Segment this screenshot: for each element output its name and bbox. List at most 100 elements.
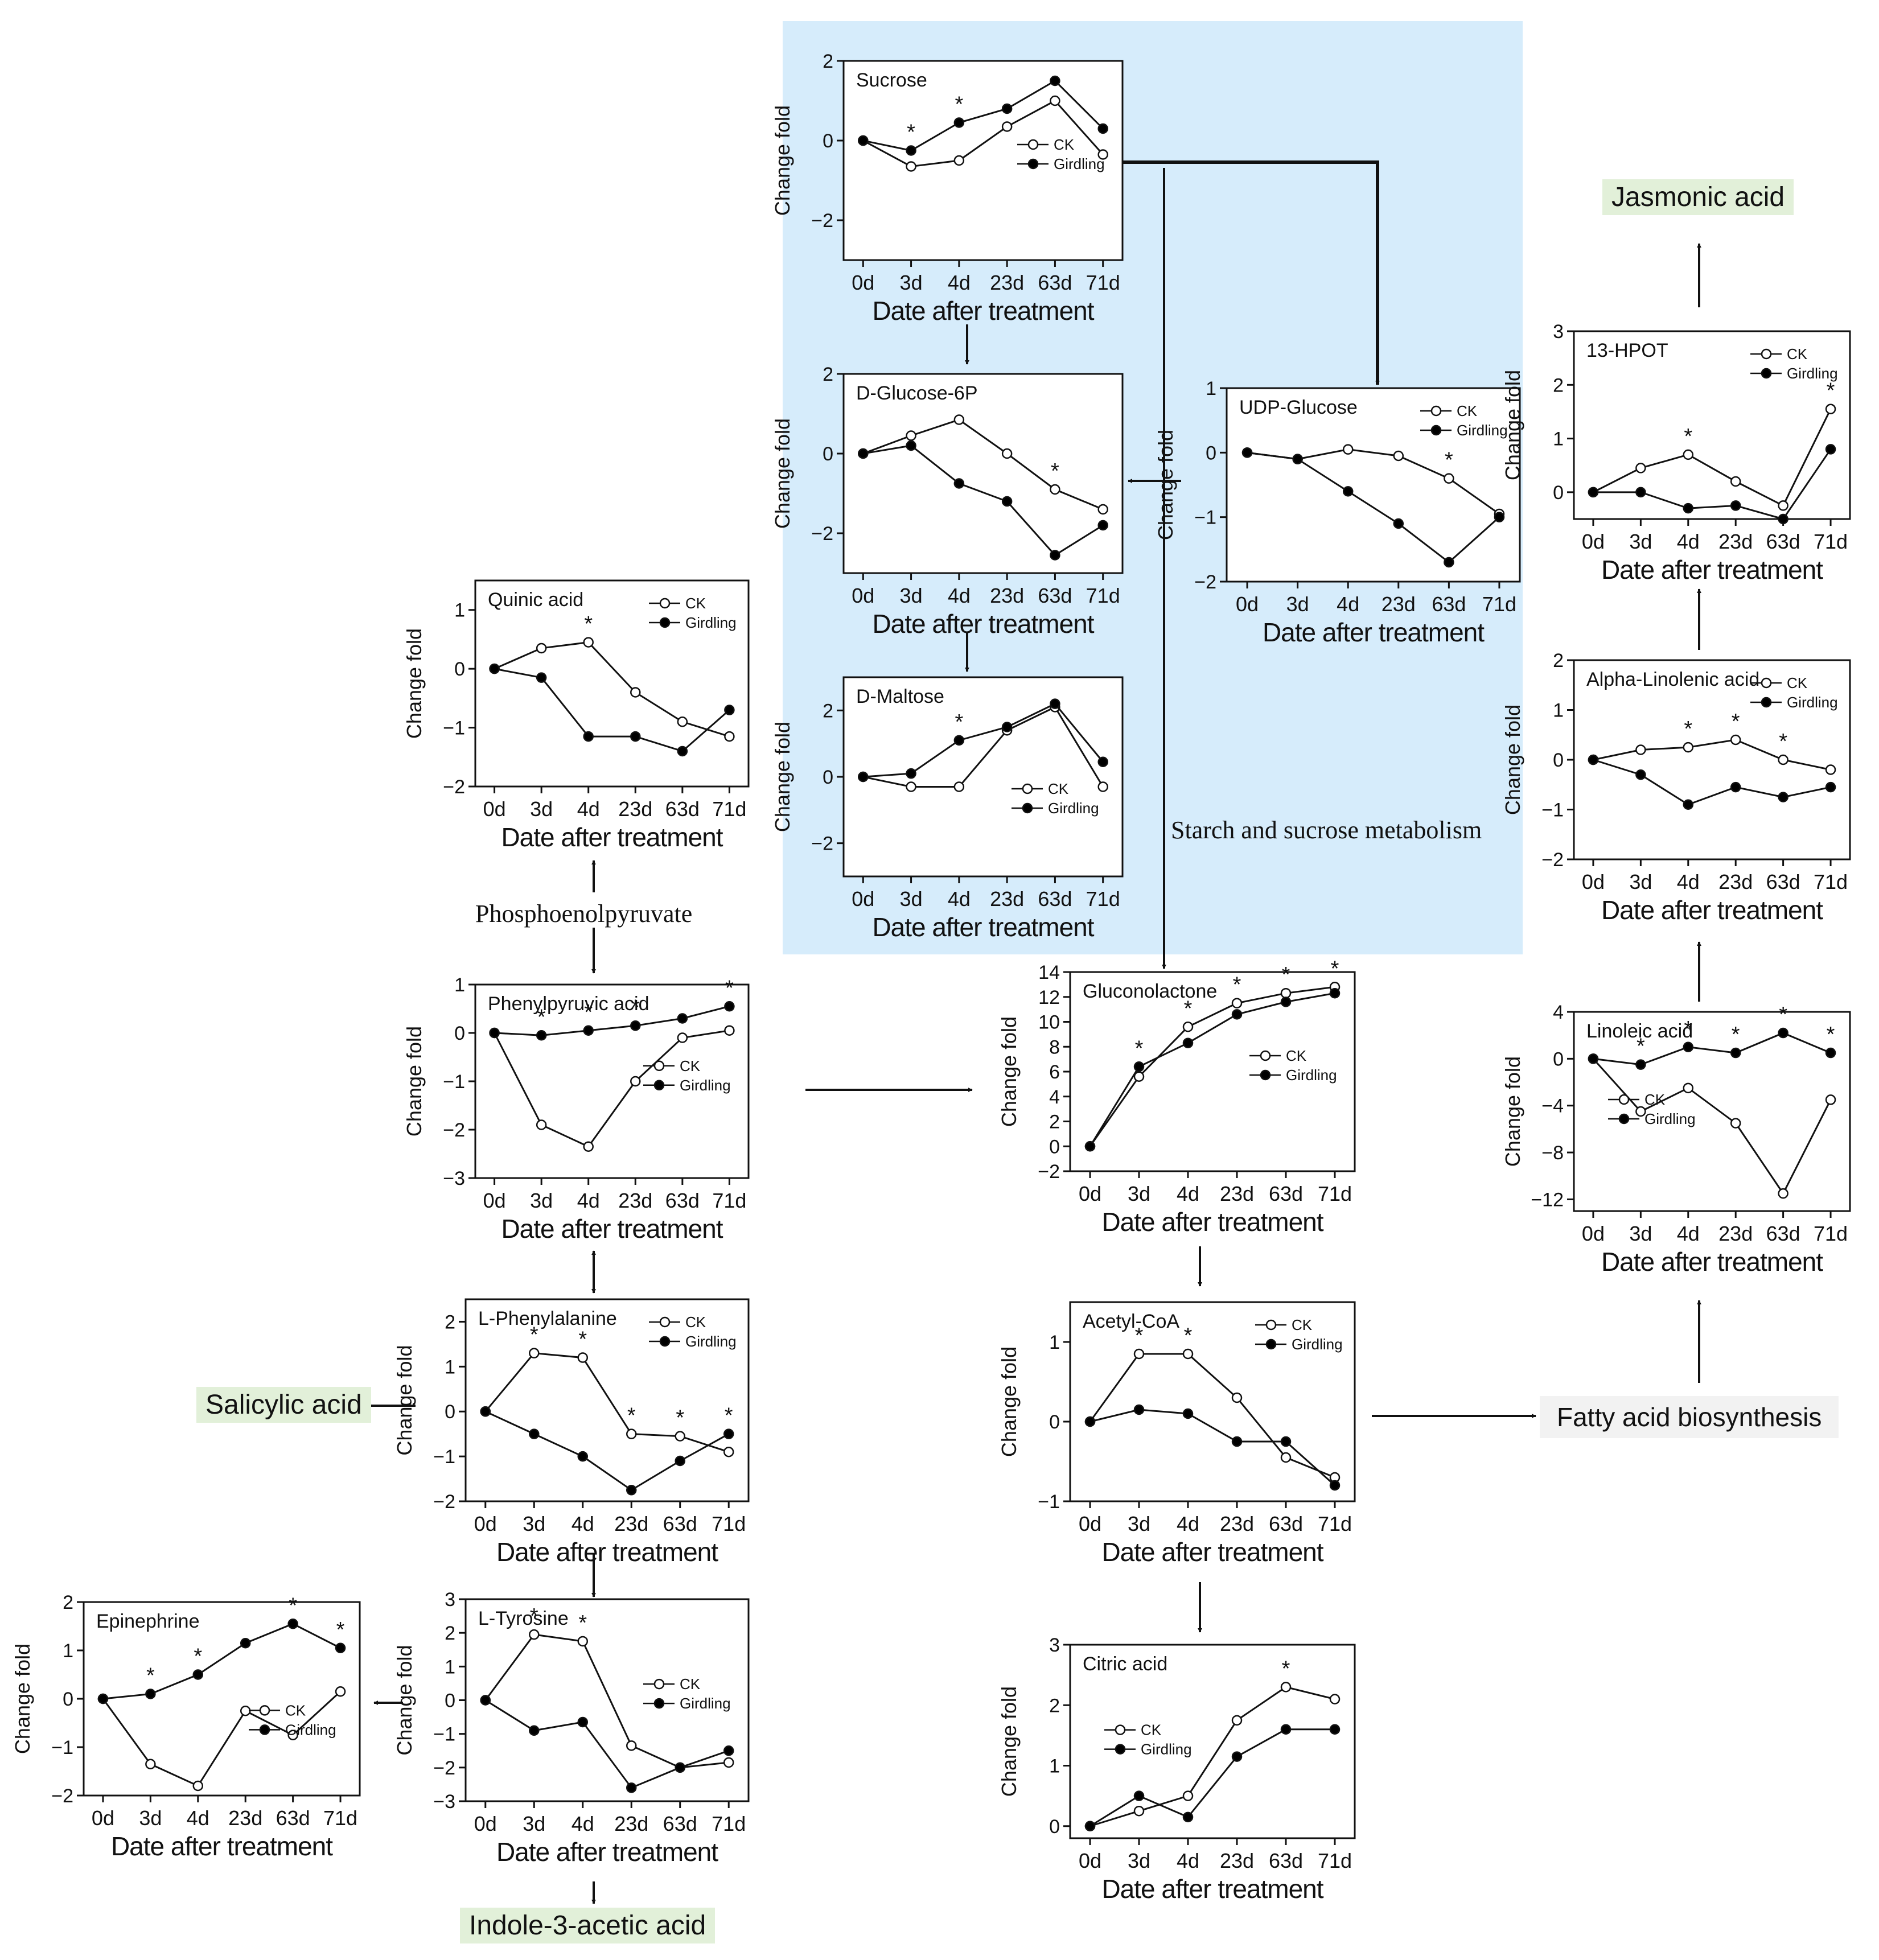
data-point-girdling <box>536 672 547 683</box>
data-point-ck <box>1730 1118 1741 1129</box>
data-point-ck <box>536 1119 547 1130</box>
data-point-girdling <box>953 735 965 746</box>
significance-star: * <box>955 710 963 734</box>
y-tick-label: 1 <box>1553 700 1564 722</box>
data-point-girdling <box>1342 486 1354 497</box>
data-point-girdling <box>145 1689 156 1699</box>
data-point-girdling <box>583 1025 594 1036</box>
data-point-ck <box>1182 1348 1194 1360</box>
x-tick-label: 3d <box>900 584 923 607</box>
series-line-ck <box>494 1030 730 1148</box>
significance-star: * <box>578 1611 587 1635</box>
data-point-ck <box>1683 449 1694 460</box>
x-axis-label: Date after treatment <box>496 1537 718 1567</box>
data-point-girdling <box>1097 756 1108 767</box>
x-tick-label: 63d <box>1766 530 1800 553</box>
legend-label: CK <box>1048 780 1069 797</box>
y-tick-label: 3 <box>1553 321 1564 343</box>
data-point-girdling <box>1329 1724 1341 1735</box>
series-line-ck <box>1592 1058 1832 1196</box>
x-tick-label: 3d <box>1128 1512 1150 1535</box>
legend-marker-girdling <box>1761 697 1772 708</box>
x-tick-label: 71d <box>712 797 746 821</box>
x-tick-label: 3d <box>1629 530 1652 553</box>
data-point-girdling <box>1588 1053 1599 1064</box>
data-point-girdling <box>858 135 869 146</box>
data-point-ck <box>1825 403 1836 414</box>
legend-marker-ck <box>1761 348 1772 360</box>
y-axis-label: Change fold <box>1154 430 1177 540</box>
data-point-ck <box>1778 1188 1788 1199</box>
x-tick-label: 4d <box>948 584 971 607</box>
significance-star: * <box>631 995 640 1019</box>
y-tick-label: 1 <box>1206 378 1216 400</box>
y-tick-label: −2 <box>1038 1161 1060 1183</box>
x-tick-label: 4d <box>1677 1222 1700 1245</box>
data-point-girdling <box>240 1638 251 1649</box>
y-tick-label: 0 <box>823 130 833 152</box>
x-tick-label: 4d <box>577 1189 600 1212</box>
data-point-ck <box>1280 1682 1292 1693</box>
x-tick-label: 63d <box>1038 887 1072 911</box>
y-tick-label: 1 <box>445 1356 455 1378</box>
series-line-girdling <box>863 702 1104 778</box>
chart-title: L-Phenylalanine <box>478 1308 617 1329</box>
legend-marker-ck <box>659 598 671 609</box>
legend-marker-ck <box>1265 1319 1277 1331</box>
series-line-ck <box>494 641 730 738</box>
legend-marker-girdling <box>653 1080 665 1091</box>
x-axis-label: Date after treatment <box>1601 1247 1823 1277</box>
data-point-girdling <box>480 1406 491 1417</box>
data-point-girdling <box>675 1762 685 1773</box>
data-point-girdling <box>1730 1047 1741 1059</box>
data-point-ck <box>536 643 547 654</box>
significance-star: * <box>1135 1036 1144 1060</box>
data-point-girdling <box>287 1619 298 1629</box>
y-tick-label: −2 <box>443 1119 465 1141</box>
x-axis-label: Date after treatment <box>111 1831 333 1861</box>
x-tick-label: 23d <box>1718 870 1753 893</box>
y-axis-label: Change fold <box>1501 1056 1524 1167</box>
x-tick-label: 23d <box>990 584 1024 607</box>
legend-label: Girdling <box>1787 694 1838 711</box>
x-tick-label: 63d <box>665 797 700 821</box>
x-axis-label: Date after treatment <box>872 296 1094 326</box>
legend-label: Girdling <box>685 1333 737 1350</box>
x-tick-label: 3d <box>1629 1222 1652 1245</box>
significance-star: * <box>584 1000 593 1024</box>
y-tick-label: −1 <box>443 1071 465 1093</box>
data-point-girdling <box>1084 1141 1096 1152</box>
data-point-ck <box>1683 742 1694 753</box>
x-tick-label: 23d <box>618 1189 652 1212</box>
significance-star: * <box>1282 1657 1290 1681</box>
significance-star: * <box>725 1404 733 1428</box>
y-axis-label: Change fold <box>771 418 794 529</box>
y-tick-label: −2 <box>51 1785 73 1807</box>
x-axis-label: Date after treatment <box>872 912 1094 942</box>
x-tick-label: 4d <box>571 1812 594 1835</box>
data-point-girdling <box>1778 513 1788 525</box>
significance-star: * <box>676 1406 684 1430</box>
significance-star: * <box>725 976 734 1000</box>
data-point-ck <box>906 781 916 792</box>
y-tick-label: 0 <box>445 1690 455 1712</box>
x-tick-label: 0d <box>1582 1222 1605 1245</box>
y-tick-label: −2 <box>811 210 833 232</box>
x-tick-label: 4d <box>571 1512 594 1535</box>
x-tick-label: 0d <box>1079 1849 1101 1872</box>
data-point-girdling <box>1241 447 1253 458</box>
x-tick-label: 4d <box>948 887 971 911</box>
data-point-ck <box>145 1759 156 1769</box>
data-point-ck <box>1280 1452 1292 1463</box>
data-point-girdling <box>724 1001 735 1012</box>
data-point-girdling <box>1635 1059 1646 1070</box>
series-line-girdling <box>494 668 730 752</box>
y-tick-label: 0 <box>1553 482 1564 504</box>
phosphoenolpyruvate-label: Phosphoenolpyruvate <box>475 900 693 928</box>
